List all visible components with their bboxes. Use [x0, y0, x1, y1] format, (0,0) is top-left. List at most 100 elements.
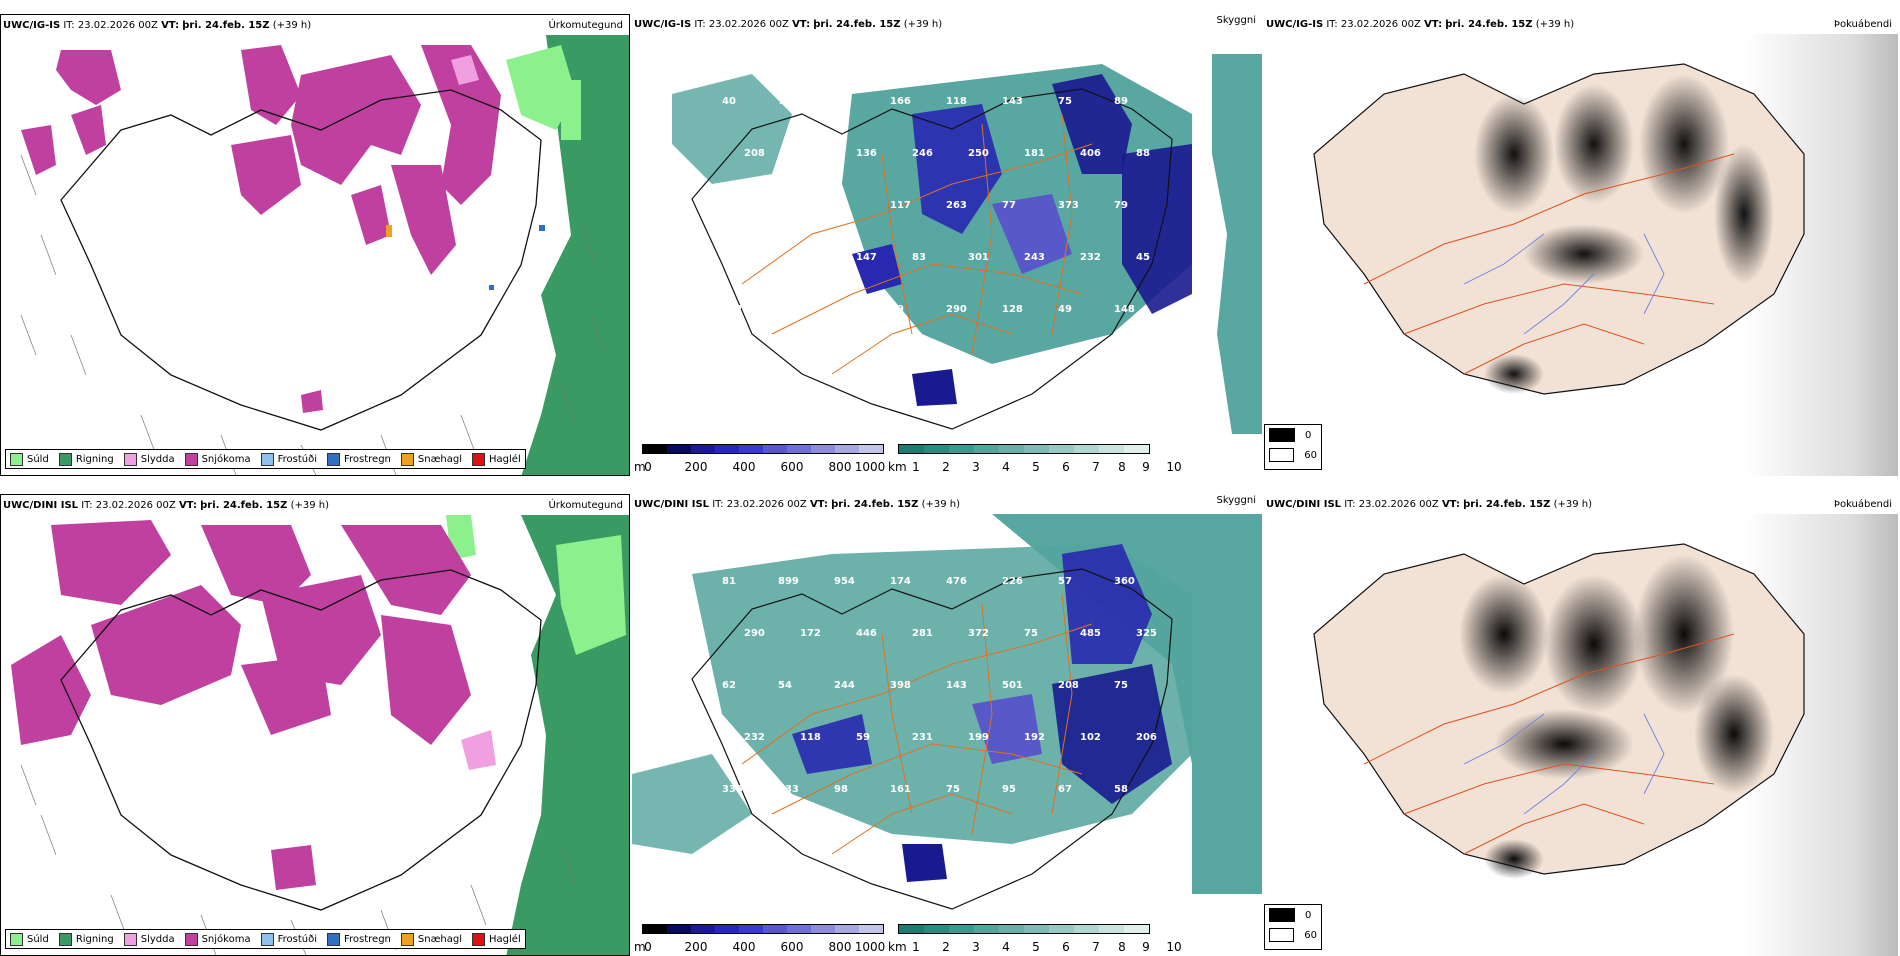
precip-type-panel-top: UWC/IG-IS IT: 23.02.2026 00Z VT: þri. 24… [0, 14, 630, 476]
visibility-point-label: 98 [834, 784, 848, 795]
road-network [1363, 633, 1735, 855]
visibility-point-label: 485 [1080, 628, 1101, 639]
visibility-map: 40 70 72 166 118 143 75 89 208 110 136 246 250 181 406… [632, 34, 1262, 434]
legend-item-drizzle: Súld [10, 452, 49, 466]
visibility-point-label: 206 [1136, 732, 1157, 743]
panel-header: UWC/IG-IS IT: 23.02.2026 00Z VT: þri. 24… [3, 20, 312, 31]
visibility-point-label: 208 [1058, 680, 1079, 691]
visibility-point-label: 110 [800, 148, 821, 159]
visibility-point-label: 40 [722, 96, 736, 107]
visibility-point-label: 406 [1080, 148, 1101, 159]
legend-item-freezing-drizzle: Frostúði [260, 932, 317, 946]
visibility-point-label: 501 [1002, 680, 1023, 691]
visibility-point-label: 246 [912, 148, 933, 159]
road-network [741, 113, 1093, 375]
visibility-point-label: 102 [1080, 732, 1101, 743]
visibility-point-label: 76 [800, 836, 814, 847]
visibility-point-label: 117 [890, 200, 911, 211]
visibility-point-label: 372 [968, 628, 989, 639]
legend-item-freezing-drizzle: Frostúði [260, 452, 317, 466]
visibility-point-label: 301 [968, 252, 989, 263]
panel-title: Skyggni [1216, 495, 1256, 506]
visibility-point-label: 123 [856, 356, 877, 367]
visibility-point-label: 192 [1024, 732, 1045, 743]
visibility-colorbar-km: km 1 2 3 4 5 6 7 8 9 10 [888, 444, 1188, 474]
visibility-point-label: 281 [912, 628, 933, 639]
legend-item-freezing-rain: Frostregn [327, 452, 391, 466]
snow-areas [11, 520, 471, 890]
fog-index-panel-top: UWC/IG-IS IT: 23.02.2026 00Z VT: þri. 24… [1264, 14, 1898, 476]
visibility-point-label: 70 [778, 96, 792, 107]
rain-area-east [521, 35, 629, 475]
visibility-point-label: 49 [1058, 304, 1072, 315]
visibility-point-label: 89 [1114, 96, 1128, 107]
visibility-point-label: 136 [856, 148, 877, 159]
visibility-panel-bottom: UWC/DINI ISL IT: 23.02.2026 00Z VT: þri.… [632, 494, 1262, 956]
visibility-point-label: 398 [890, 680, 911, 691]
panel-title: Úrkomutegund [548, 20, 623, 31]
visibility-point-label: 95 [1002, 784, 1016, 795]
visibility-point-label: 81 [722, 576, 736, 587]
visibility-point-label: 244 [834, 680, 855, 691]
visibility-point-label: 88 [1136, 148, 1150, 159]
visibility-panel-top: UWC/IG-IS IT: 23.02.2026 00Z VT: þri. 24… [632, 14, 1262, 476]
river-network [1463, 233, 1665, 335]
visibility-point-label: 243 [1024, 252, 1045, 263]
road-network [1363, 153, 1735, 375]
visibility-point-label: 360 [1114, 576, 1135, 587]
visibility-point-label: 208 [744, 148, 765, 159]
drizzle-area [506, 45, 581, 140]
visibility-point-label: 263 [946, 200, 967, 211]
legend-item-snow: Snjókoma [184, 932, 251, 946]
legend-item-rain: Rigning [58, 932, 114, 946]
legend-item-hail: Haglél [472, 452, 521, 466]
precip-type-panel-bottom: UWC/DINI ISL IT: 23.02.2026 00Z VT: þri.… [0, 494, 630, 956]
visibility-point-label: 74 [800, 356, 814, 367]
panel-header: UWC/DINI ISL IT: 23.02.2026 00Z VT: þri.… [1266, 499, 1593, 510]
panel-title: Þokuábendi [1833, 19, 1892, 30]
freezing-rain-spots [489, 225, 545, 290]
visibility-point-label: 174 [890, 576, 911, 587]
visibility-point-label: 77 [1002, 200, 1016, 211]
visibility-point-label: 148 [1114, 304, 1135, 315]
sleet-areas [451, 55, 479, 85]
visibility-point-label: 147 [856, 252, 877, 263]
visibility-point-label: 181 [1024, 148, 1045, 159]
visibility-point-label: 338 [722, 784, 743, 795]
visibility-point-label: 67 [1058, 784, 1072, 795]
visibility-point-label: 118 [800, 732, 821, 743]
legend-item-drizzle: Súld [10, 932, 49, 946]
visibility-point-label: 54 [778, 680, 792, 691]
visibility-point-label: 476 [946, 576, 967, 587]
legend-item-snow-pellets: Snæhagl [400, 932, 462, 946]
visibility-point-label: 237 [722, 304, 743, 315]
visibility-point-label: 232 [744, 732, 765, 743]
precip-map [1, 35, 629, 475]
precip-map [1, 515, 629, 955]
road-network [741, 593, 1093, 855]
visibility-point-label: 899 [778, 576, 799, 587]
legend-item-hail: Haglél [472, 932, 521, 946]
visibility-point-label: 108 [834, 304, 855, 315]
fog-index-panel-bottom: UWC/DINI ISL IT: 23.02.2026 00Z VT: þri.… [1264, 494, 1898, 956]
visibility-point-label: 79 [1114, 200, 1128, 211]
fog-index-map [1264, 514, 1898, 956]
precip-legend: Súld Rigning Slydda Snjókoma Frostúði Fr… [5, 449, 526, 469]
legend-item-sleet: Slydda [123, 452, 175, 466]
iceland-coastline [60, 89, 542, 431]
precip-legend: Súld Rigning Slydda Snjókoma Frostúði Fr… [5, 929, 526, 949]
panel-title: Þokuábendi [1833, 499, 1892, 510]
visibility-colorbar-m: m 0 200 400 600 800 1000 [634, 444, 885, 474]
river-network [1463, 713, 1665, 815]
visibility-point-label: 161 [890, 784, 911, 795]
visibility-point-label: 290 [744, 628, 765, 639]
visibility-point-label: 75 [1058, 96, 1072, 107]
legend-item-sleet: Slydda [123, 932, 175, 946]
visibility-point-label: 64 [744, 836, 758, 847]
visibility-point-label: 331 [800, 252, 821, 263]
visibility-point-label: 57 [1058, 576, 1072, 587]
visibility-point-label: 45 [1136, 252, 1150, 263]
visibility-point-label: 373 [1058, 200, 1079, 211]
visibility-point-label: 239 [744, 252, 765, 263]
panel-header: UWC/IG-IS IT: 23.02.2026 00Z VT: þri. 24… [634, 19, 943, 30]
